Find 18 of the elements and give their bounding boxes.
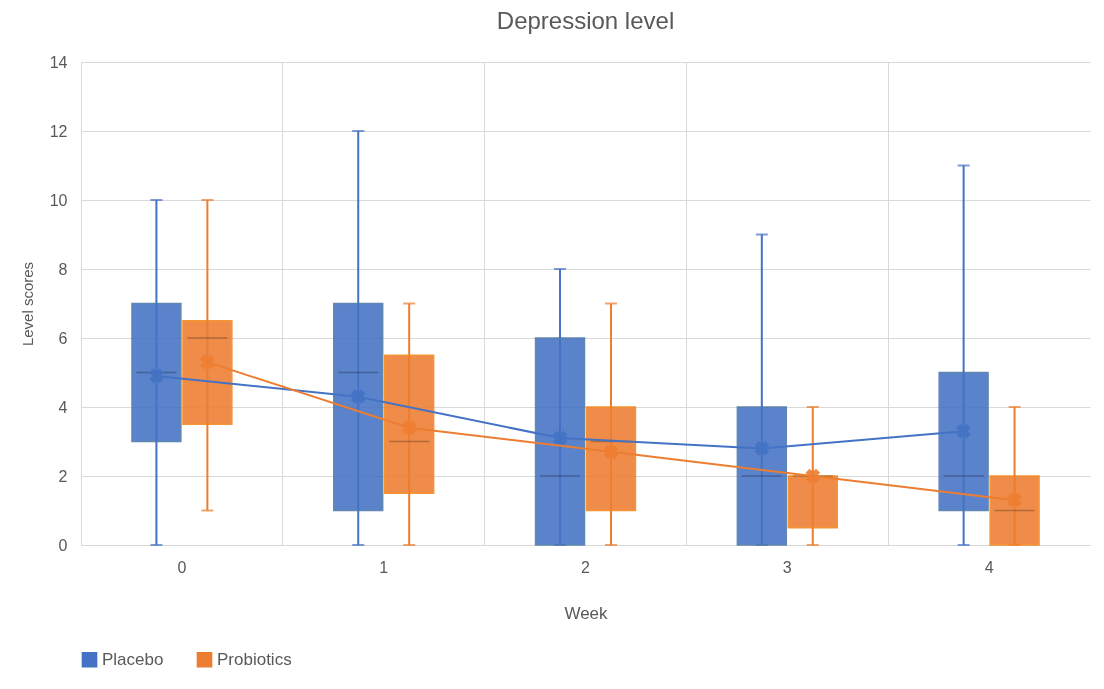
x-tick-label: 2: [581, 558, 591, 576]
x-tick-label: 0: [177, 558, 187, 576]
x-tick-label: 3: [782, 558, 792, 576]
y-tick-label: 10: [49, 191, 68, 209]
y-tick-label: 8: [58, 260, 68, 278]
x-axis-title: Week: [564, 603, 609, 623]
x-tick-label: 1: [379, 558, 389, 576]
x-tick-label: 4: [984, 558, 994, 576]
legend-label: Probiotics: [217, 649, 292, 669]
chart-title: Depression level: [496, 7, 675, 34]
y-tick-label: 2: [58, 467, 68, 485]
y-tick-label: 12: [49, 122, 68, 140]
y-tick-label: 14: [49, 53, 68, 71]
legend-label: Placebo: [102, 649, 164, 669]
y-tick-label: 0: [58, 536, 68, 554]
y-axis-title: Level scores: [18, 261, 36, 347]
y-tick-label: 6: [58, 329, 68, 347]
y-tick-label: 4: [58, 398, 68, 416]
